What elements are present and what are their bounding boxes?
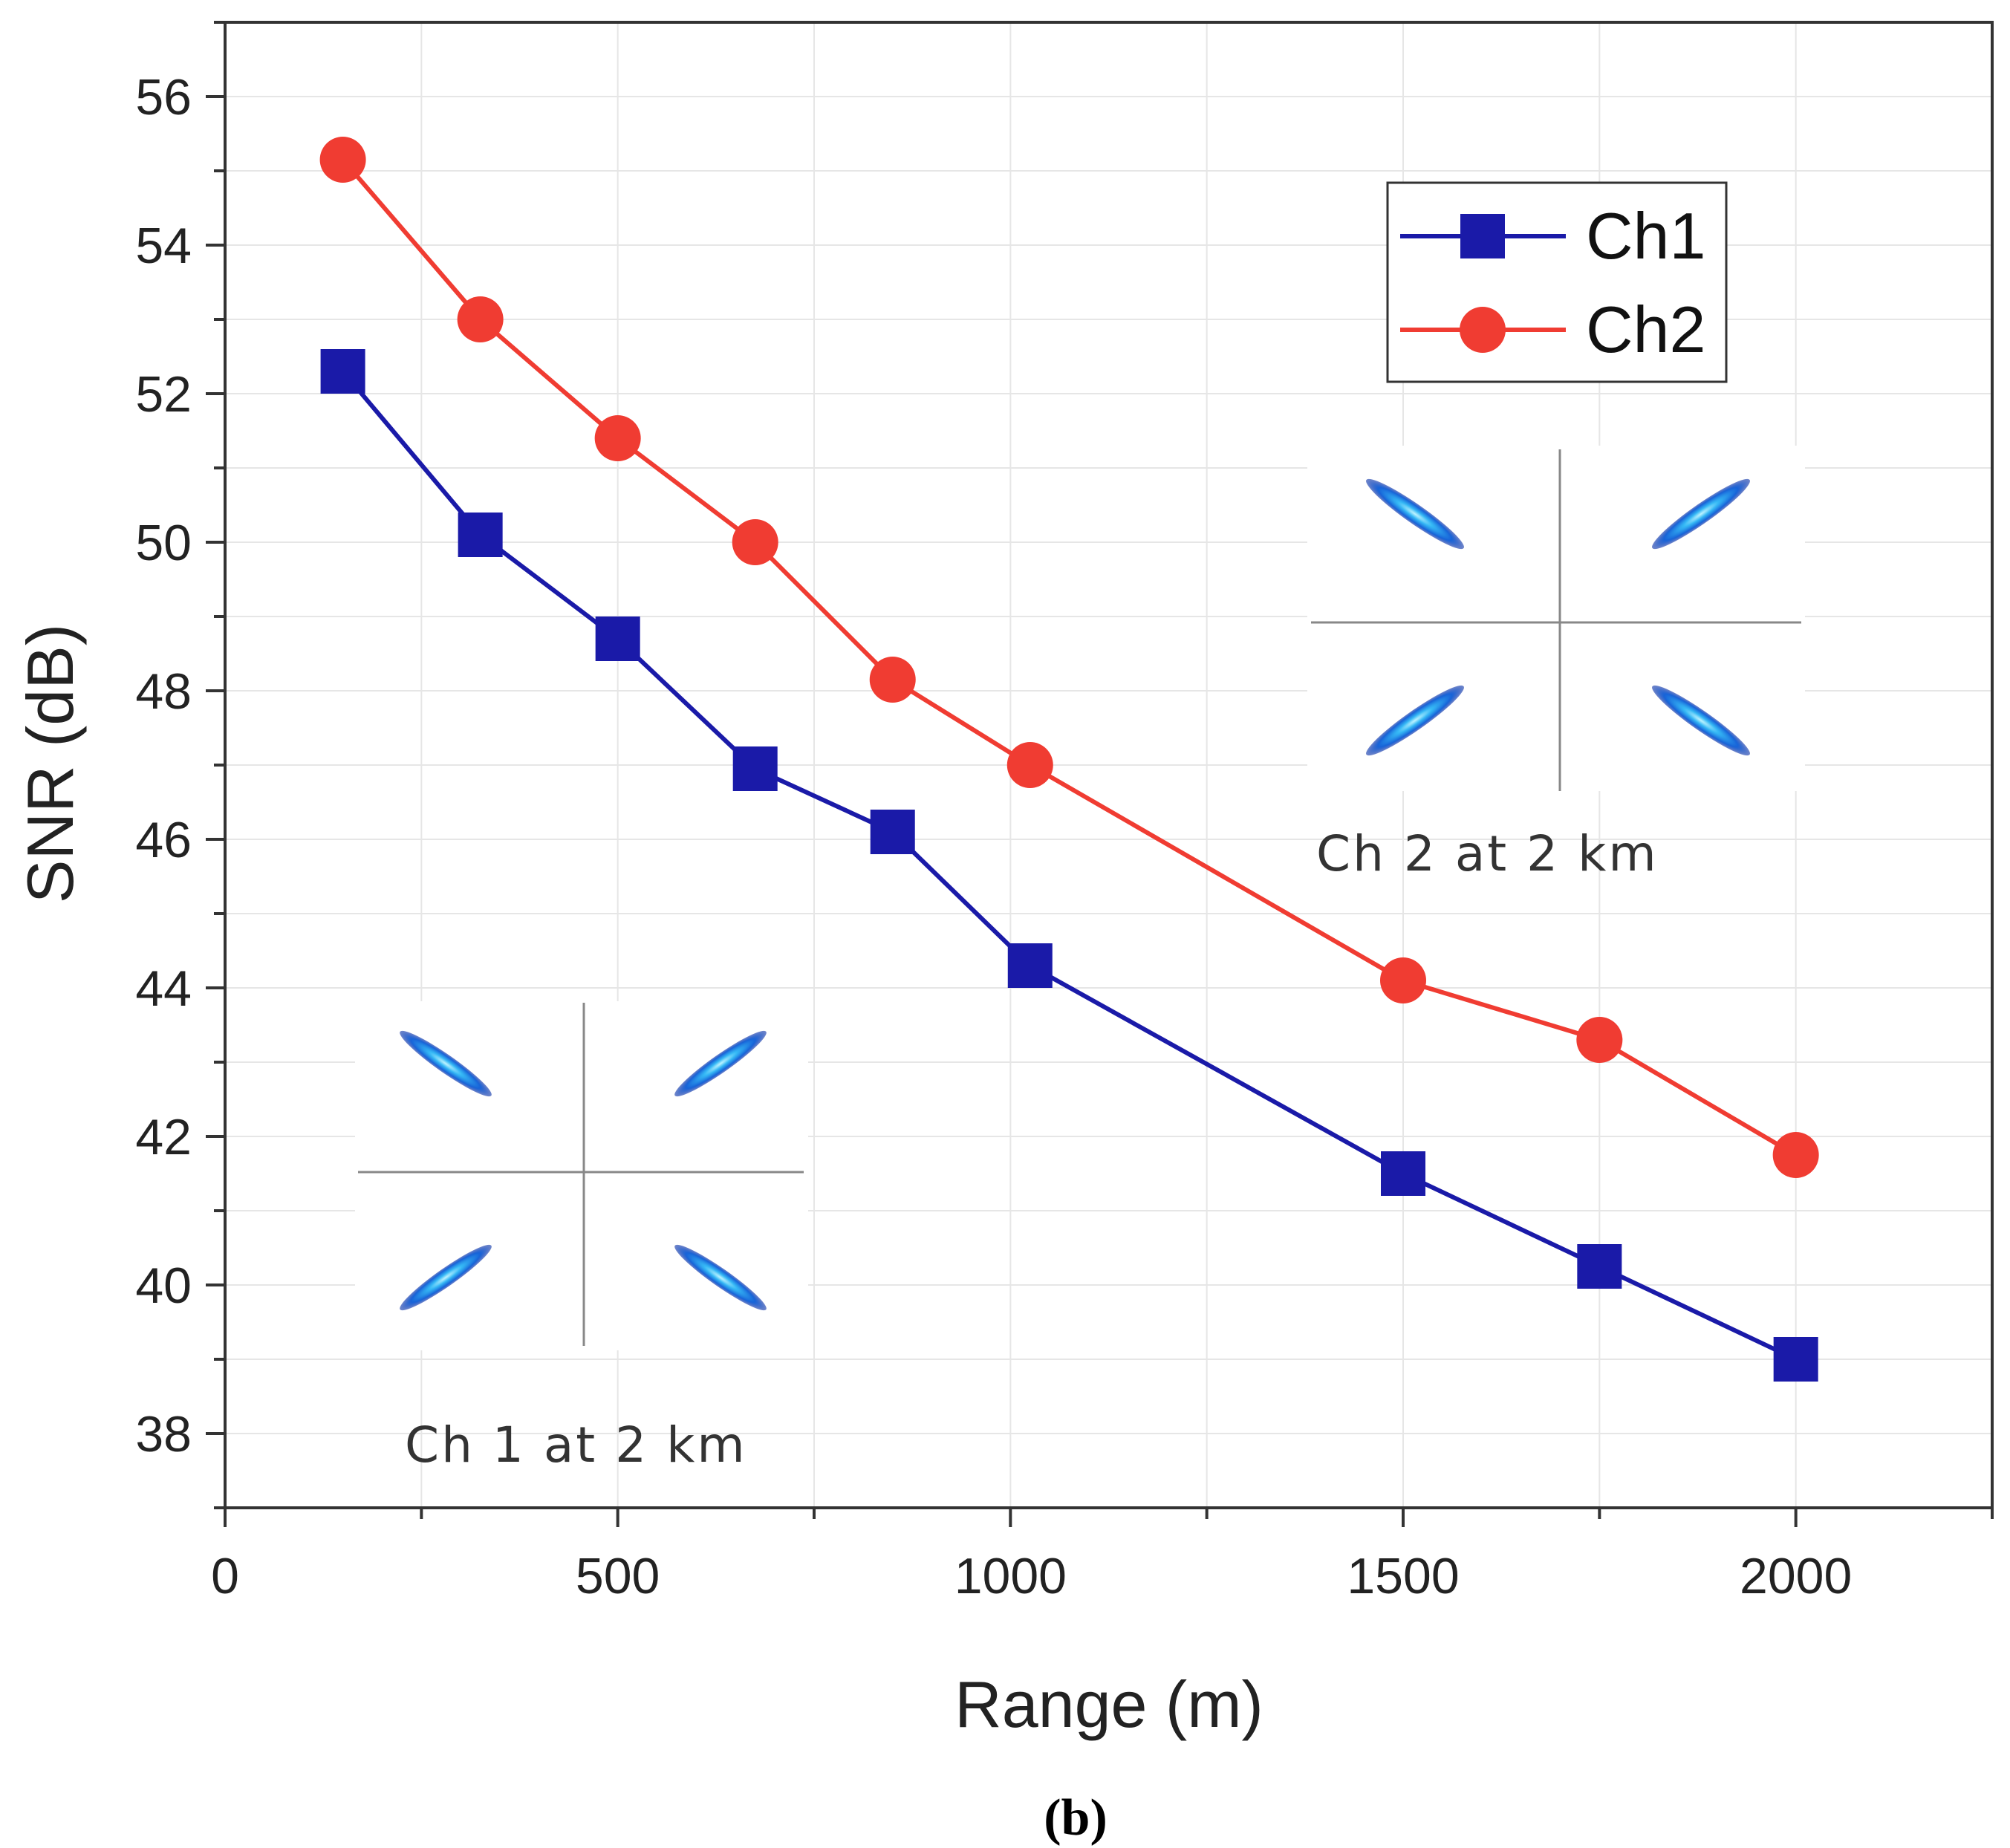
data-point-ch2 <box>1772 1132 1819 1178</box>
legend-ch1-marker <box>1460 214 1505 258</box>
subfigure-label: (b) <box>1044 1789 1108 1847</box>
y-tick-label: 54 <box>135 218 192 274</box>
y-tick-label: 38 <box>135 1406 192 1463</box>
data-point-ch2 <box>319 137 366 183</box>
inset-ch2-constellation: Ch 2 at 2 km <box>1307 446 1805 882</box>
data-point-ch1 <box>320 349 365 394</box>
legend-ch2-marker <box>1460 307 1506 353</box>
data-point-ch1 <box>870 810 915 854</box>
data-point-ch2 <box>1006 742 1053 788</box>
y-tick-label: 56 <box>135 69 192 126</box>
y-tick-label: 46 <box>135 812 192 868</box>
y-tick-label: 52 <box>135 366 192 423</box>
inset-ch2-label: Ch 2 at 2 km <box>1316 825 1659 882</box>
y-tick-label: 50 <box>135 515 192 571</box>
data-point-ch1 <box>732 746 778 791</box>
axes: 0 500 1000 1500 2000 38 40 42 44 46 48 50 52 54 56 <box>135 21 1994 1604</box>
legend-ch1-label: Ch1 <box>1586 199 1705 273</box>
data-point-ch1 <box>1773 1337 1818 1382</box>
data-point-ch2 <box>1576 1017 1623 1063</box>
inset-ch1-symbol-bl <box>400 1244 492 1311</box>
x-tick-label: 1000 <box>954 1548 1067 1604</box>
inset-ch2-symbol-tr <box>1652 478 1750 550</box>
y-tick-label: 44 <box>135 960 192 1017</box>
inset-ch2-symbol-bl <box>1366 685 1464 756</box>
data-point-ch1 <box>1007 943 1053 988</box>
inset-ch1-symbol-tl <box>400 1030 492 1097</box>
data-point-ch1 <box>458 513 503 557</box>
inset-ch2-symbol-br <box>1652 685 1750 756</box>
data-point-ch1 <box>1577 1244 1622 1289</box>
x-tick-label: 0 <box>211 1548 239 1604</box>
x-axis-title: Range (m) <box>954 1668 1263 1741</box>
data-point-ch2 <box>869 657 916 703</box>
legend-box <box>1386 181 1728 383</box>
data-point-ch2 <box>1380 957 1426 1003</box>
data-point-ch2 <box>594 415 641 461</box>
data-point-ch2 <box>457 296 504 342</box>
data-point-ch1 <box>1381 1151 1425 1196</box>
x-tick-label: 1500 <box>1347 1548 1459 1604</box>
x-tick-label: 2000 <box>1740 1548 1852 1604</box>
inset-ch1-constellation: Ch 1 at 2 km <box>355 1001 808 1474</box>
y-tick-label: 40 <box>135 1258 192 1314</box>
inset-ch1-label: Ch 1 at 2 km <box>405 1416 747 1474</box>
legend-ch2-label: Ch2 <box>1586 293 1705 366</box>
inset-ch1-symbol-tr <box>674 1030 767 1097</box>
y-tick-label: 42 <box>135 1109 192 1165</box>
y-axis-title: SNR (dB) <box>13 624 87 904</box>
inset-ch2-symbol-tl <box>1366 478 1464 550</box>
data-point-ch2 <box>732 519 778 565</box>
x-tick-label: 500 <box>576 1548 660 1604</box>
data-point-ch1 <box>595 616 640 661</box>
legend: Ch1 Ch2 <box>1386 181 1728 383</box>
y-tick-label: 48 <box>135 663 192 720</box>
inset-ch1-symbol-br <box>674 1244 767 1311</box>
series <box>319 137 1819 1382</box>
